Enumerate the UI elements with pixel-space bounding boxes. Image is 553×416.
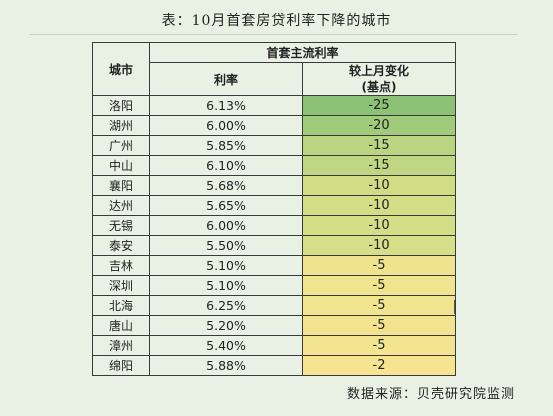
change-cell: -5	[302, 295, 456, 316]
change-cell: -10	[302, 215, 456, 236]
table-row: 襄阳 5.68% -10	[92, 175, 456, 196]
table-row: 深圳 5.10% -5	[92, 275, 456, 296]
table-body: 洛阳 6.13% -25 湖州 6.00% -20 广州 5.85% -15 中山 6.10% -15…	[92, 95, 456, 376]
city-cell: 襄阳	[92, 175, 150, 196]
city-cell: 北海	[92, 295, 150, 316]
table-row: 唐山 5.20% -5	[92, 315, 456, 336]
table-title: 表：10月首套房贷利率下降的城市	[161, 13, 392, 29]
table-row: 漳州 5.40% -5	[92, 335, 456, 356]
table-row: 达州 5.65% -10	[92, 195, 456, 216]
city-cell: 达州	[92, 195, 150, 216]
change-cell: -15	[302, 135, 456, 156]
rate-cell: 6.00%	[149, 215, 303, 236]
city-cell: 深圳	[92, 275, 150, 296]
city-cell: 无锡	[92, 215, 150, 236]
change-cell: -2	[302, 355, 456, 376]
table-row: 广州 5.85% -15	[92, 135, 456, 156]
city-cell: 洛阳	[92, 95, 150, 116]
city-cell: 中山	[92, 155, 150, 176]
table-row: 绵阳 5.88% -2	[92, 355, 456, 376]
change-cell: -25	[302, 95, 456, 116]
change-cell: -5	[302, 335, 456, 356]
city-cell: 绵阳	[92, 355, 150, 376]
change-cell: -20	[302, 115, 456, 136]
rate-table: 城市 首套主流利率 利率 较上月变化 (基点) 洛阳 6.13% -25 湖州 6.00…	[92, 42, 456, 376]
rate-cell: 5.10%	[149, 255, 303, 276]
data-source: 数据来源：贝壳研究院监测	[346, 387, 515, 402]
rate-cell: 5.68%	[149, 175, 303, 196]
rate-cell: 6.13%	[149, 95, 303, 116]
rate-cell: 5.20%	[149, 315, 303, 336]
rate-cell: 5.50%	[149, 235, 303, 256]
city-cell: 唐山	[92, 315, 150, 336]
header-group: 首套主流利率	[149, 42, 456, 63]
text-cursor	[454, 300, 455, 314]
change-cell: -15	[302, 155, 456, 176]
change-cell: -10	[302, 195, 456, 216]
rate-cell: 5.88%	[149, 355, 303, 376]
table-row: 湖州 6.00% -20	[92, 115, 456, 136]
rate-cell: 6.00%	[149, 115, 303, 136]
change-cell: -5	[302, 255, 456, 276]
rate-cell: 6.25%	[149, 295, 303, 316]
table-row: 泰安 5.50% -10	[92, 235, 456, 256]
city-cell: 湖州	[92, 115, 150, 136]
change-cell: -5	[302, 275, 456, 296]
title-divider	[29, 34, 517, 35]
rate-cell: 5.40%	[149, 335, 303, 356]
table-row: 无锡 6.00% -10	[92, 215, 456, 236]
header-change-line2: (基点)	[361, 80, 397, 94]
header-change-line1: 较上月变化	[348, 64, 409, 78]
change-cell: -5	[302, 315, 456, 336]
table-row: 北海 6.25% -5	[92, 295, 456, 316]
city-cell: 漳州	[92, 335, 150, 356]
header-change: 较上月变化 (基点)	[302, 62, 456, 96]
table-row: 洛阳 6.13% -25	[92, 95, 456, 116]
table-row: 中山 6.10% -15	[92, 155, 456, 176]
change-cell: -10	[302, 235, 456, 256]
table-row: 吉林 5.10% -5	[92, 255, 456, 276]
rate-cell: 5.65%	[149, 195, 303, 216]
city-cell: 吉林	[92, 255, 150, 276]
rate-cell: 5.10%	[149, 275, 303, 296]
rate-cell: 6.10%	[149, 155, 303, 176]
header-rate: 利率	[149, 62, 303, 96]
rate-cell: 5.85%	[149, 135, 303, 156]
change-cell: -10	[302, 175, 456, 196]
city-cell: 泰安	[92, 235, 150, 256]
city-cell: 广州	[92, 135, 150, 156]
header-city: 城市	[92, 42, 150, 96]
